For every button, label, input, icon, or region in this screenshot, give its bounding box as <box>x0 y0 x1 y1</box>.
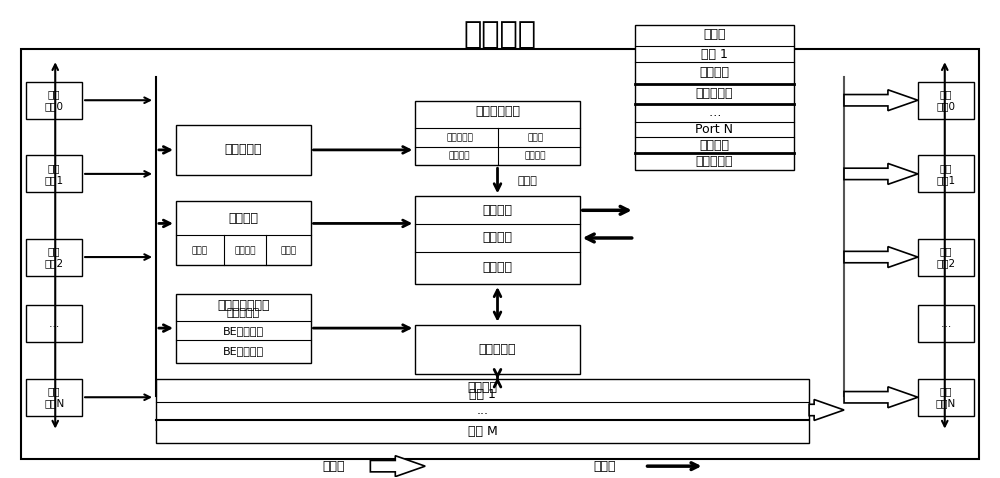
Bar <box>26 305 82 342</box>
Text: …: … <box>941 319 951 328</box>
Text: 入队操作: 入队操作 <box>483 231 513 244</box>
Text: 缓存 M: 缓存 M <box>468 425 497 438</box>
Text: 输出
端口N: 输出 端口N <box>936 386 956 408</box>
Text: 输入
端口N: 输入 端口N <box>44 386 64 408</box>
Bar <box>918 305 974 342</box>
Text: …: … <box>49 319 59 328</box>
Text: 输出
端口2: 输出 端口2 <box>936 246 955 268</box>
Text: 数据流: 数据流 <box>322 460 345 473</box>
Bar <box>415 101 580 165</box>
Text: 地址查找表: 地址查找表 <box>224 143 262 156</box>
Text: 流排序表: 流排序表 <box>699 139 729 152</box>
Text: 缓存管理器: 缓存管理器 <box>479 343 516 356</box>
Text: 并行缓存: 并行缓存 <box>468 381 498 394</box>
Text: 流排序表: 流排序表 <box>699 66 729 79</box>
Text: 流信息: 流信息 <box>517 175 537 185</box>
Text: ...: ... <box>477 404 489 417</box>
Bar <box>176 125 311 175</box>
Text: 端口 1: 端口 1 <box>701 48 728 61</box>
Bar <box>26 379 82 416</box>
Text: 控制流: 控制流 <box>593 460 616 473</box>
Bar <box>26 239 82 276</box>
Text: 并行缓存管理表: 并行缓存管理表 <box>217 299 269 312</box>
Text: 缓存 1: 缓存 1 <box>469 388 496 401</box>
Bar <box>918 239 974 276</box>
Text: 信息元组合器: 信息元组合器 <box>475 105 520 118</box>
Bar <box>156 379 809 444</box>
Bar <box>415 196 580 284</box>
Bar <box>415 325 580 374</box>
Polygon shape <box>844 163 918 185</box>
Text: 交换架构: 交换架构 <box>464 20 536 49</box>
Text: Port N: Port N <box>695 123 733 136</box>
Text: 输入
端口0: 输入 端口0 <box>45 89 64 111</box>
Bar <box>918 379 974 416</box>
Bar <box>918 155 974 193</box>
Bar <box>635 25 794 170</box>
Text: 发送队列号: 发送队列号 <box>696 87 733 100</box>
Polygon shape <box>809 400 844 421</box>
Polygon shape <box>844 247 918 268</box>
Text: 空闲缓存表: 空闲缓存表 <box>227 308 260 318</box>
Polygon shape <box>844 387 918 408</box>
Bar <box>176 293 311 362</box>
Bar <box>176 201 311 265</box>
Text: 排序值: 排序值 <box>280 247 296 256</box>
Text: 缓存编号: 缓存编号 <box>449 152 470 161</box>
Polygon shape <box>370 456 425 477</box>
Bar <box>918 82 974 119</box>
Text: 流编号: 流编号 <box>192 247 208 256</box>
Text: 输出端口号: 输出端口号 <box>446 133 473 142</box>
Text: 出队操作: 出队操作 <box>483 261 513 274</box>
Text: 调度模块: 调度模块 <box>483 204 513 217</box>
Text: BE流缓存表: BE流缓存表 <box>223 326 264 336</box>
Text: 流信息表: 流信息表 <box>228 212 258 225</box>
Bar <box>26 155 82 193</box>
Text: 发送队列号: 发送队列号 <box>696 155 733 168</box>
Bar <box>21 49 979 458</box>
Text: 调度表: 调度表 <box>703 28 726 41</box>
Bar <box>26 82 82 119</box>
Text: 输出
端口1: 输出 端口1 <box>936 163 955 185</box>
Text: 输出
端口0: 输出 端口0 <box>936 89 955 111</box>
Text: …: … <box>708 106 721 120</box>
Text: 输入
端口2: 输入 端口2 <box>45 246 64 268</box>
Text: 排序值: 排序值 <box>527 133 543 142</box>
Text: 输入
端口1: 输入 端口1 <box>45 163 64 185</box>
Polygon shape <box>844 90 918 111</box>
Text: BE流缓存表: BE流缓存表 <box>223 346 264 356</box>
Text: 队列编号: 队列编号 <box>525 152 546 161</box>
Text: 队列编号: 队列编号 <box>234 247 256 256</box>
